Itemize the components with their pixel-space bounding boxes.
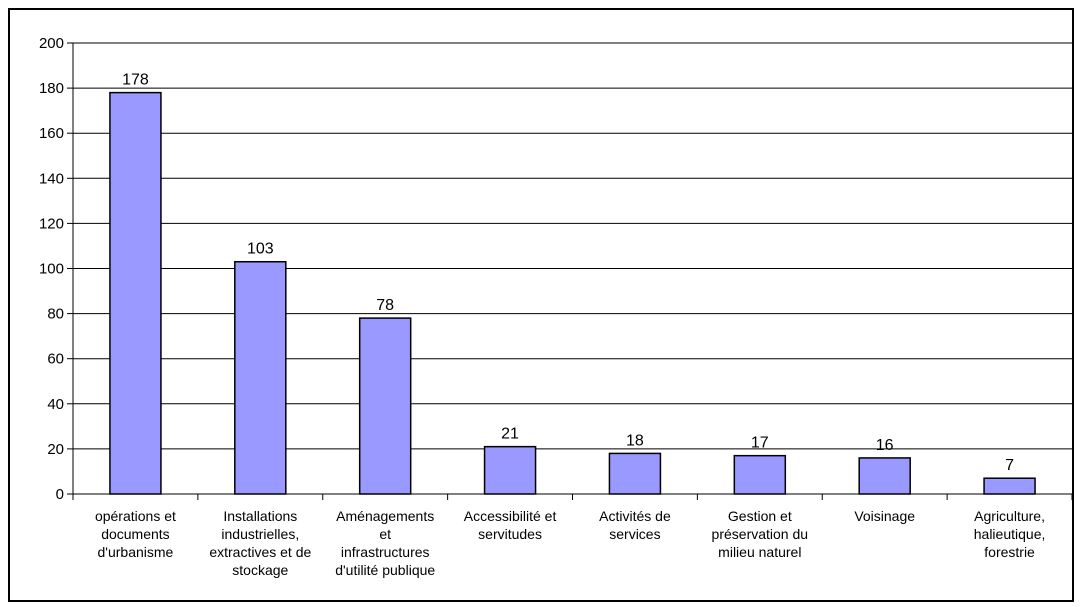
data-label: 18: [626, 432, 644, 449]
x-category-label-line: d'utilité publique: [335, 562, 435, 578]
x-category-label-line: Aménagements: [336, 508, 434, 524]
data-label: 7: [1005, 457, 1014, 474]
bar: [358, 317, 412, 495]
x-category-label-line: industrielles,: [221, 526, 299, 542]
x-category-label: Activités de services: [599, 508, 671, 542]
x-category-label-line: milieu naturel: [718, 544, 801, 560]
y-tick-label: 100: [39, 261, 64, 278]
x-category-label: Installations industrielles, extractives e…: [209, 508, 311, 578]
y-tick-label: 200: [39, 35, 64, 52]
x-category-label: Aménagements et infrastructures d'utilité p…: [335, 508, 435, 578]
bar: [483, 445, 537, 495]
grid-lines: [73, 42, 1072, 450]
x-category-label: Agriculture, halieutique, forestrie: [974, 508, 1046, 560]
x-category-label-line: Installations: [223, 508, 297, 524]
axes: [67, 42, 1073, 500]
x-category-label-line: servitudes: [478, 526, 542, 542]
data-label: 21: [501, 426, 519, 443]
bar: [858, 457, 911, 495]
labels: 0 20 40 60 80 100 120 140 160 180 200 178 opérations…: [39, 35, 1045, 578]
chart-frame: [8, 8, 1074, 602]
bar: [234, 260, 287, 495]
x-category-label: Voisinage: [854, 508, 915, 524]
x-category-label-line: Activités de: [599, 508, 671, 524]
x-category-label-line: documents: [101, 526, 169, 542]
x-category-label-line: Agriculture,: [974, 508, 1045, 524]
x-category-label-line: opérations et: [95, 508, 176, 524]
x-category-label-line: préservation du: [712, 526, 809, 542]
y-tick-label: 120: [39, 215, 64, 232]
bars: [109, 91, 1036, 495]
y-tick-label: 80: [47, 306, 64, 323]
x-category-label: Accessibilité et servitudes: [464, 508, 557, 542]
x-category-label-line: services: [609, 526, 660, 542]
y-tick-label: 160: [39, 125, 64, 142]
x-category-label-line: d'urbanisme: [98, 544, 174, 560]
x-category-label: Gestion et préservation du milieu naturel: [712, 508, 809, 560]
y-tick-label: 60: [47, 351, 64, 368]
y-tick-label: 140: [39, 170, 64, 187]
x-category-label-line: Accessibilité et: [464, 508, 557, 524]
bar: [733, 454, 787, 495]
x-category-label: opérations et documents d'urbanisme: [95, 508, 176, 560]
x-category-label-line: stockage: [232, 562, 288, 578]
y-tick-label: 40: [47, 396, 64, 413]
data-label: 103: [247, 241, 274, 258]
x-category-label-line: Voisinage: [854, 508, 915, 524]
x-category-label-line: et: [379, 526, 391, 542]
data-label: 178: [122, 72, 149, 89]
y-tick-label: 0: [56, 486, 64, 503]
bar: [109, 91, 162, 495]
x-category-label-line: extractives et de: [209, 544, 311, 560]
data-label: 16: [876, 437, 894, 454]
data-label: 78: [376, 297, 394, 314]
data-label: 17: [751, 435, 769, 452]
x-category-label-line: forestrie: [984, 544, 1035, 560]
x-category-label-line: Gestion et: [728, 508, 792, 524]
x-category-label-line: infrastructures: [341, 544, 430, 560]
y-tick-label: 20: [47, 441, 64, 458]
x-category-label-line: halieutique,: [974, 526, 1046, 542]
bar: [608, 452, 662, 495]
y-tick-label: 180: [39, 80, 64, 97]
bar: [983, 477, 1036, 495]
